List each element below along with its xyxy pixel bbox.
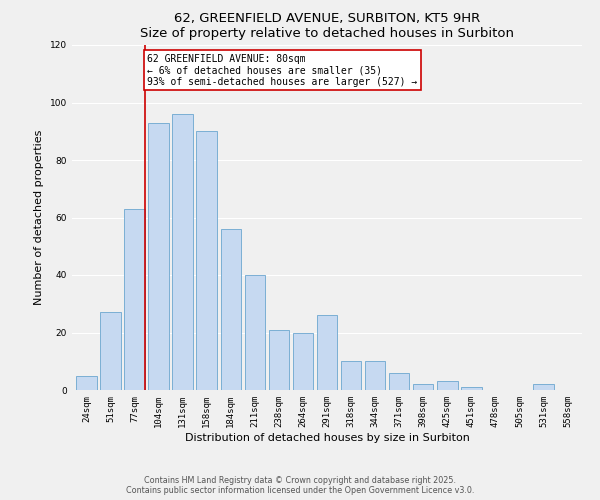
- Bar: [76, 376, 97, 390]
- X-axis label: Distribution of detached houses by size in Surbiton: Distribution of detached houses by size …: [185, 432, 469, 442]
- Bar: [461, 387, 482, 390]
- Bar: [533, 384, 554, 390]
- Bar: [365, 361, 385, 390]
- Text: 62 GREENFIELD AVENUE: 80sqm
← 6% of detached houses are smaller (35)
93% of semi: 62 GREENFIELD AVENUE: 80sqm ← 6% of deta…: [147, 54, 418, 87]
- Bar: [100, 312, 121, 390]
- Bar: [148, 122, 169, 390]
- Y-axis label: Number of detached properties: Number of detached properties: [34, 130, 44, 305]
- Text: Contains HM Land Registry data © Crown copyright and database right 2025.
Contai: Contains HM Land Registry data © Crown c…: [126, 476, 474, 495]
- Bar: [413, 384, 433, 390]
- Bar: [221, 229, 241, 390]
- Bar: [124, 209, 145, 390]
- Bar: [341, 361, 361, 390]
- Bar: [269, 330, 289, 390]
- Bar: [293, 332, 313, 390]
- Bar: [172, 114, 193, 390]
- Bar: [245, 275, 265, 390]
- Title: 62, GREENFIELD AVENUE, SURBITON, KT5 9HR
Size of property relative to detached h: 62, GREENFIELD AVENUE, SURBITON, KT5 9HR…: [140, 12, 514, 40]
- Bar: [389, 373, 409, 390]
- Bar: [317, 316, 337, 390]
- Bar: [196, 131, 217, 390]
- Bar: [437, 382, 458, 390]
